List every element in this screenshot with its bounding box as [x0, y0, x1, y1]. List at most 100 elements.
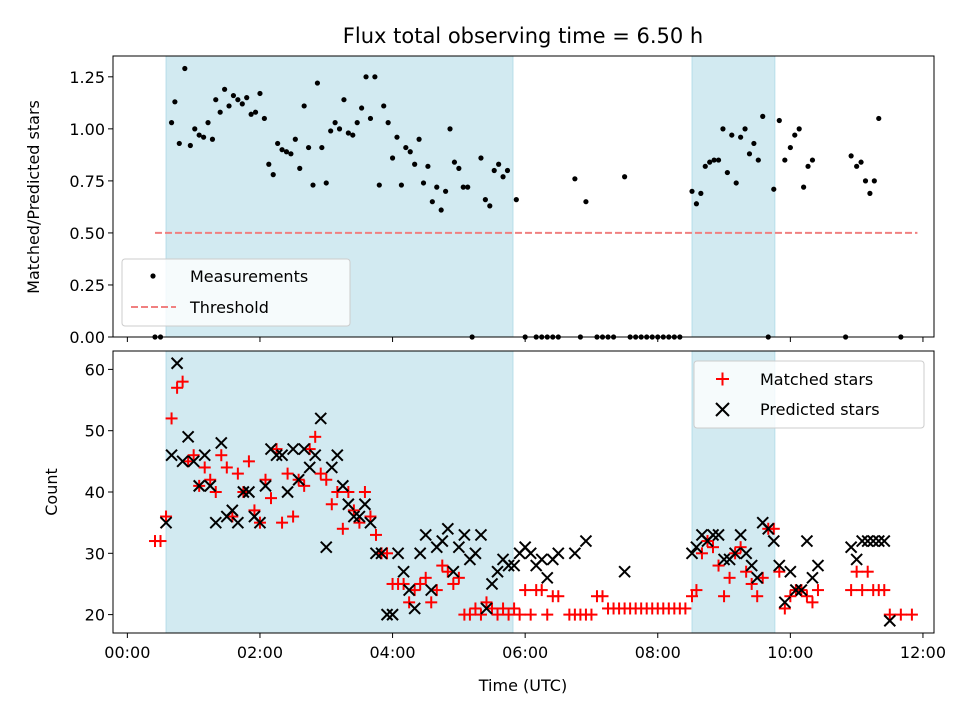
matched-star-point [441, 565, 454, 578]
matched-star-point [160, 510, 173, 523]
y-tick-label: 0.75 [69, 172, 105, 191]
predicted-star-point [789, 583, 803, 597]
predicted-star-point [491, 565, 504, 578]
measurement-point [205, 120, 211, 126]
matched-star-point [535, 584, 548, 597]
measurement-point [513, 197, 519, 203]
measurement-point [235, 97, 241, 103]
top-y-axis-label: Matched/Predicted stars [24, 100, 43, 294]
predicted-star-point [320, 540, 333, 554]
predicted-star-point [253, 516, 267, 529]
measurement-point [222, 86, 228, 92]
measurement-point [248, 111, 254, 117]
matched-star-point [430, 584, 443, 597]
predicted-star-point [336, 479, 350, 493]
legend-threshold-label: Threshold [189, 298, 269, 317]
predicted-star-point [242, 485, 256, 499]
matched-star-point [403, 596, 416, 609]
y-tick-label: 0.25 [69, 276, 105, 295]
bottom-legend: Matched stars Predicted stars [693, 360, 925, 429]
matched-star-point [176, 375, 189, 388]
predicted-star-point [286, 442, 300, 456]
predicted-star-point [739, 547, 753, 560]
predicted-stars-points [159, 357, 897, 627]
y-tick-label: 1.25 [69, 68, 105, 87]
y-tick-label: 50 [85, 422, 105, 441]
top-panel: 0.00 0.25 0.50 0.75 1.00 1.25 Matched/Predict… [24, 55, 935, 347]
measurement-point [372, 74, 378, 80]
predicted-star-point [878, 534, 891, 548]
predicted-star-point [795, 583, 808, 597]
matched-star-point [331, 486, 344, 498]
matched-star-point [800, 590, 813, 603]
matched-star-point [353, 516, 366, 529]
matched-star-point [347, 504, 360, 517]
matched-star-point [734, 541, 747, 554]
legend-measurements-label: Measurements [190, 267, 308, 286]
measurement-point [332, 120, 338, 126]
matched-star-point [519, 584, 532, 597]
x-tick-label: 10:00 [767, 643, 813, 662]
measurement-point [755, 157, 761, 163]
measurement-point [858, 159, 864, 165]
measurement-point [319, 144, 325, 151]
measurement-point [283, 149, 290, 155]
predicted-star-point [447, 565, 460, 578]
matched-star-point [281, 467, 294, 480]
matched-star-point [436, 559, 449, 572]
predicted-star-point [872, 534, 885, 548]
predicted-star-point [397, 565, 410, 578]
measurement-point [871, 178, 877, 184]
predicted-star-point [883, 614, 897, 627]
matched-star-point [878, 584, 891, 597]
predicted-star-point [784, 565, 797, 578]
matched-star-point [861, 565, 874, 578]
matched-star-point [231, 467, 244, 480]
bottom-y-axis-label: Count [42, 468, 61, 516]
predicted-star-point [750, 571, 764, 585]
predicted-star-point [507, 559, 521, 572]
predicted-star-point [402, 583, 416, 597]
matched-star-point [541, 608, 554, 621]
predicted-star-point [425, 583, 438, 597]
measurement-point [270, 172, 276, 178]
matched-star-point [679, 602, 692, 615]
measurement-point [403, 144, 409, 151]
legend-measurements-marker [150, 273, 156, 279]
predicted-star-point [762, 522, 775, 535]
measurement-point [363, 74, 369, 80]
y-tick-label: 0.00 [69, 328, 105, 347]
measurement-point [876, 115, 882, 122]
matched-star-point [314, 467, 327, 480]
measurement-point [702, 163, 708, 169]
matched-star-point [270, 443, 283, 456]
measurement-point [867, 190, 873, 196]
measurement-point [261, 115, 267, 122]
measurement-point [420, 180, 427, 186]
predicted-star-point [618, 565, 631, 578]
top-x-ticks [126, 337, 924, 342]
matched-star-point [276, 516, 289, 529]
measurement-point [801, 184, 807, 190]
matched-star-point [452, 571, 465, 584]
matched-star-point [773, 565, 786, 578]
measurement-point [354, 120, 360, 126]
matched-star-point [265, 492, 278, 505]
legend-matched-marker [716, 372, 729, 386]
predicted-star-point [314, 412, 327, 425]
measurement-point [350, 132, 356, 138]
measurement-point [733, 180, 739, 186]
measurement-point [456, 165, 462, 171]
predicted-star-point [353, 510, 366, 523]
matched-star-point [690, 584, 703, 597]
measurement-point [239, 101, 245, 107]
matched-star-point [154, 535, 167, 548]
predicted-star-point [181, 430, 195, 444]
predicted-star-point [524, 547, 537, 560]
measurement-point [376, 182, 382, 188]
measurement-point [213, 97, 219, 103]
top-axes-frame [112, 55, 935, 338]
matched-star-point [596, 590, 609, 603]
predicted-star-point [579, 534, 593, 548]
matched-star-point [712, 559, 725, 572]
